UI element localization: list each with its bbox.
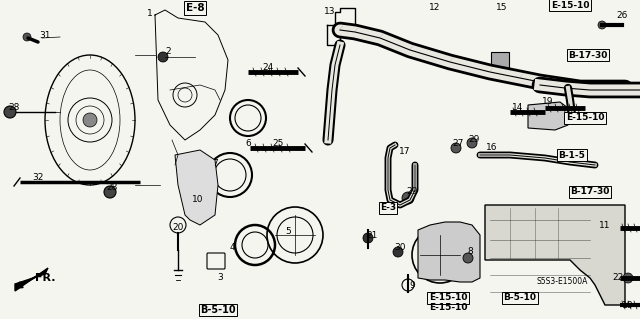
Polygon shape (175, 150, 218, 225)
Text: 22: 22 (612, 273, 623, 283)
Circle shape (190, 190, 200, 200)
Text: 9: 9 (409, 280, 415, 290)
Text: 27: 27 (452, 138, 464, 147)
Circle shape (467, 138, 477, 148)
Circle shape (23, 33, 31, 41)
Polygon shape (15, 268, 48, 291)
Text: 1: 1 (147, 9, 153, 18)
Text: 14: 14 (512, 103, 524, 113)
Text: B-1-5: B-1-5 (559, 151, 586, 160)
Polygon shape (485, 205, 625, 305)
Text: E-15-10: E-15-10 (566, 114, 604, 122)
Text: 11: 11 (599, 220, 611, 229)
Text: 25: 25 (272, 138, 284, 147)
Text: 20: 20 (172, 224, 184, 233)
Text: 30: 30 (394, 243, 406, 253)
Text: 7: 7 (212, 159, 218, 167)
Polygon shape (418, 222, 480, 282)
Text: 29: 29 (406, 188, 418, 197)
Text: B-17-30: B-17-30 (570, 188, 610, 197)
Text: B-5-10: B-5-10 (200, 305, 236, 315)
Text: 17: 17 (399, 147, 411, 157)
Circle shape (363, 233, 373, 243)
Text: 15: 15 (496, 4, 508, 12)
Text: E-15-10: E-15-10 (551, 1, 589, 10)
Circle shape (598, 21, 606, 29)
Text: 16: 16 (486, 144, 498, 152)
Text: 18: 18 (622, 300, 634, 309)
Circle shape (83, 113, 97, 127)
Text: E-15-10: E-15-10 (429, 303, 467, 313)
Text: E-15-10: E-15-10 (429, 293, 467, 302)
Text: 28: 28 (106, 183, 118, 192)
Text: 6: 6 (245, 138, 251, 147)
Text: 10: 10 (192, 196, 204, 204)
Circle shape (463, 253, 473, 263)
Circle shape (451, 143, 461, 153)
Text: 2: 2 (165, 48, 171, 56)
Text: 5: 5 (285, 227, 291, 236)
Circle shape (158, 52, 168, 62)
Circle shape (104, 186, 116, 198)
Text: 12: 12 (429, 4, 441, 12)
FancyBboxPatch shape (491, 52, 509, 76)
Text: E-3: E-3 (380, 204, 396, 212)
Text: S5S3-E1500A: S5S3-E1500A (536, 278, 588, 286)
Text: B-5-10: B-5-10 (504, 293, 536, 302)
Text: 3: 3 (217, 273, 223, 283)
Circle shape (402, 192, 414, 204)
Text: E-8: E-8 (186, 3, 204, 13)
Text: 24: 24 (262, 63, 274, 72)
Text: 8: 8 (467, 248, 473, 256)
Text: 19: 19 (542, 98, 554, 107)
Circle shape (393, 247, 403, 257)
Text: 21: 21 (366, 231, 378, 240)
Circle shape (623, 273, 633, 283)
Text: B-17-30: B-17-30 (568, 50, 608, 60)
Text: 31: 31 (39, 31, 51, 40)
Text: FR.: FR. (35, 273, 55, 283)
Text: 29: 29 (468, 136, 480, 145)
Text: 13: 13 (324, 8, 336, 17)
Polygon shape (528, 102, 568, 130)
Text: 28: 28 (8, 103, 20, 113)
Text: 4: 4 (229, 243, 235, 253)
Text: 26: 26 (616, 11, 628, 19)
Circle shape (4, 106, 16, 118)
Text: 32: 32 (32, 174, 44, 182)
